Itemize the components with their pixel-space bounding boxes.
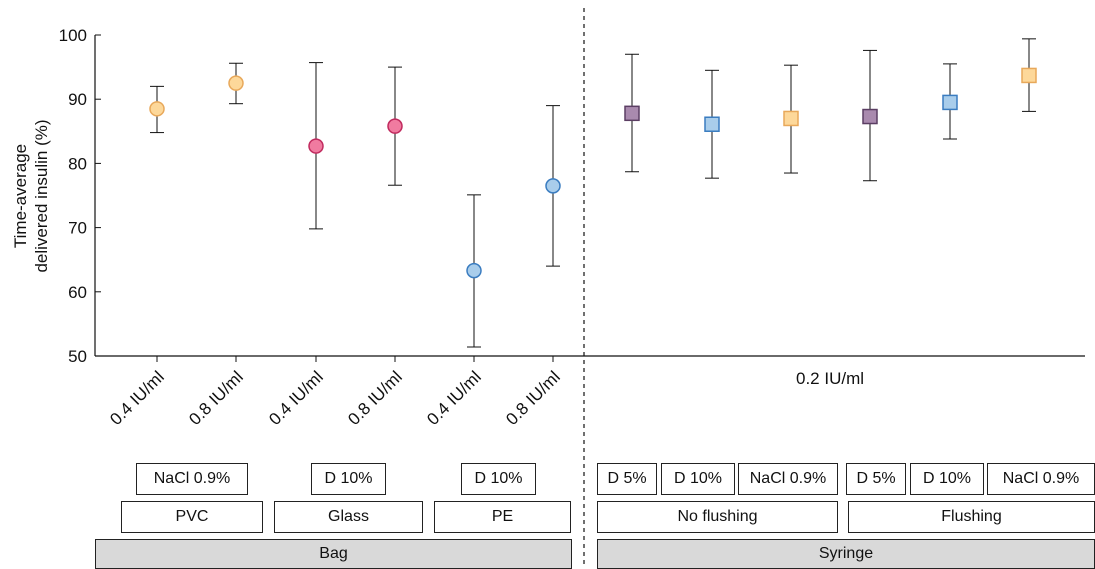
data-point	[704, 116, 720, 132]
x-tick-label: 0.4 IU/ml	[265, 367, 327, 429]
data-point	[545, 178, 561, 194]
material-cell: Flushing	[848, 501, 1095, 533]
y-tick-label: 100	[59, 26, 87, 45]
data-point	[228, 75, 244, 91]
x-tick-label: 0.8 IU/ml	[502, 367, 564, 429]
y-tick-label: 60	[68, 283, 87, 302]
solution-cell: D 10%	[910, 463, 984, 495]
y-tick-label: 80	[68, 154, 87, 173]
data-point	[387, 118, 403, 134]
y-axis-label: Time-average	[11, 144, 30, 248]
y-tick-label: 70	[68, 219, 87, 238]
solution-cell: D 5%	[846, 463, 906, 495]
material-cell: PVC	[121, 501, 263, 533]
y-tick-label: 50	[68, 347, 87, 366]
x-tick-label: 0.4 IU/ml	[423, 367, 485, 429]
solution-cell: NaCl 0.9%	[987, 463, 1095, 495]
chart-axes	[94, 8, 1085, 564]
x-tick-label: 0.8 IU/ml	[344, 367, 406, 429]
solution-cell: NaCl 0.9%	[136, 463, 248, 495]
solution-cell: D 5%	[597, 463, 657, 495]
x-tick-label: 0.8 IU/ml	[185, 367, 247, 429]
x-tick-label: 0.4 IU/ml	[106, 367, 168, 429]
data-point	[1021, 67, 1037, 84]
data-point	[942, 94, 958, 111]
chart-marks	[149, 38, 1037, 348]
data-point	[308, 138, 324, 154]
group-cell: Syringe	[597, 539, 1095, 569]
x-group-label: 0.2 IU/ml	[796, 369, 864, 388]
solution-cell: D 10%	[311, 463, 386, 495]
material-cell: No flushing	[597, 501, 838, 533]
data-point	[624, 105, 640, 122]
material-cell: Glass	[274, 501, 423, 533]
data-point	[466, 262, 482, 279]
data-point	[783, 110, 799, 127]
chart-labels: 50 60 70 80 90 100 Time-average delivered insul…	[11, 26, 864, 429]
data-point	[862, 108, 878, 125]
y-tick-label: 90	[68, 90, 87, 109]
group-cell: Bag	[95, 539, 572, 569]
material-cell: PE	[434, 501, 571, 533]
data-point	[149, 101, 165, 117]
solution-cell: NaCl 0.9%	[738, 463, 838, 495]
solution-cell: D 10%	[661, 463, 735, 495]
y-axis-label: delivered insulin (%)	[32, 119, 51, 272]
solution-cell: D 10%	[461, 463, 536, 495]
